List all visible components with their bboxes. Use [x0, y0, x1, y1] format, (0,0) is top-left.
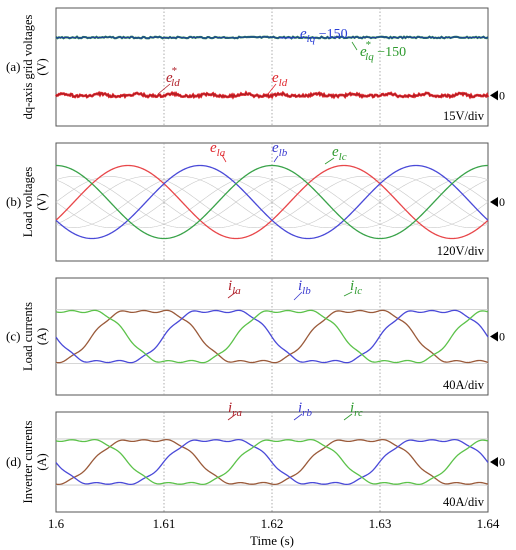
series-rc — [55, 438, 489, 486]
scale-label: 120V/div — [437, 244, 485, 258]
panel-d: (d) Inverter currents(A) 40A/div 0 ira irb irc — [6, 400, 505, 513]
series-label-la: ela — [210, 140, 226, 159]
annotation-label: e* lq −150 — [360, 39, 406, 63]
series-ra — [55, 438, 489, 486]
annotation-leader — [157, 83, 171, 95]
label-leader — [293, 413, 303, 421]
series-rb — [55, 438, 489, 486]
panel-label: (c) — [6, 329, 20, 344]
series-elq — [55, 35, 489, 40]
panel-c: (c) Load currents(A) 40A/div 0 ila ilb ilc — [6, 277, 505, 396]
series-la — [55, 309, 489, 364]
zero-marker-label: 0 — [499, 455, 505, 469]
y-axis-label: Load voltages(V) — [21, 167, 49, 238]
zero-marker-arrow — [490, 197, 498, 207]
panel-label: (b) — [6, 194, 21, 209]
zero-marker-arrow — [490, 457, 498, 467]
scale-label: 15V/div — [443, 109, 485, 123]
x-tick-label: 1.62 — [261, 516, 284, 531]
label-leader — [227, 413, 237, 421]
panel-label: (d) — [6, 454, 21, 469]
label-leader — [343, 291, 353, 297]
x-axis: 1.6 1.61 1.62 1.63 1.64 Time (s) — [48, 516, 500, 548]
harmonic-trace — [55, 176, 489, 228]
scale-label: 40A/div — [443, 495, 485, 509]
panel-a: (a) dq-axis grid voltages(V) 15V/div 0 elq −… — [6, 7, 505, 127]
series-label-lc: elc — [332, 144, 347, 163]
x-tick-label: 1.61 — [153, 516, 176, 531]
label-leader — [227, 291, 237, 299]
x-tick-label: 1.64 — [477, 516, 500, 531]
series-label-ra: ira — [228, 400, 242, 419]
annotation-label: eld — [272, 70, 288, 89]
series-lb — [55, 309, 489, 364]
y-axis-label: Inverter currents(A) — [21, 420, 49, 503]
scale-label: 40A/div — [443, 378, 485, 392]
series-lc — [55, 309, 489, 364]
x-tick-label: 1.6 — [48, 516, 65, 531]
series-eld-star — [55, 92, 489, 98]
label-leader — [221, 154, 227, 163]
label-leader — [324, 157, 335, 165]
series-label-rc: irc — [350, 400, 363, 419]
zero-marker-arrow — [490, 90, 498, 101]
annotation-leader — [351, 41, 358, 51]
x-tick-label: 1.63 — [369, 516, 392, 531]
zero-marker-label: 0 — [499, 195, 505, 209]
y-axis-label: Load currents(A) — [21, 302, 49, 371]
annotation-label: e* ld — [166, 65, 180, 89]
x-axis-title: Time (s) — [250, 533, 294, 548]
label-leader — [343, 413, 353, 421]
annotation-label: elq −150 — [300, 26, 348, 45]
zero-marker-label: 0 — [499, 88, 505, 102]
series-label-lb: elb — [272, 140, 288, 159]
zero-marker-arrow — [490, 331, 498, 342]
annotation-leader — [267, 83, 277, 95]
series-lc — [55, 164, 489, 240]
series-label-lb: ilb — [298, 278, 311, 297]
panel-b: (b) Load voltages(V) 120V/div 0 ela elb elc — [6, 140, 505, 262]
label-leader — [273, 155, 279, 163]
panel-label: (a) — [6, 59, 20, 74]
series-label-rb: irb — [298, 400, 312, 419]
label-leader — [293, 291, 303, 301]
series-label-lc: ilc — [350, 278, 362, 297]
series-label-la: ila — [228, 278, 241, 297]
y-axis-label: dq-axis grid voltages(V) — [21, 14, 49, 119]
zero-marker-label: 0 — [499, 330, 505, 344]
